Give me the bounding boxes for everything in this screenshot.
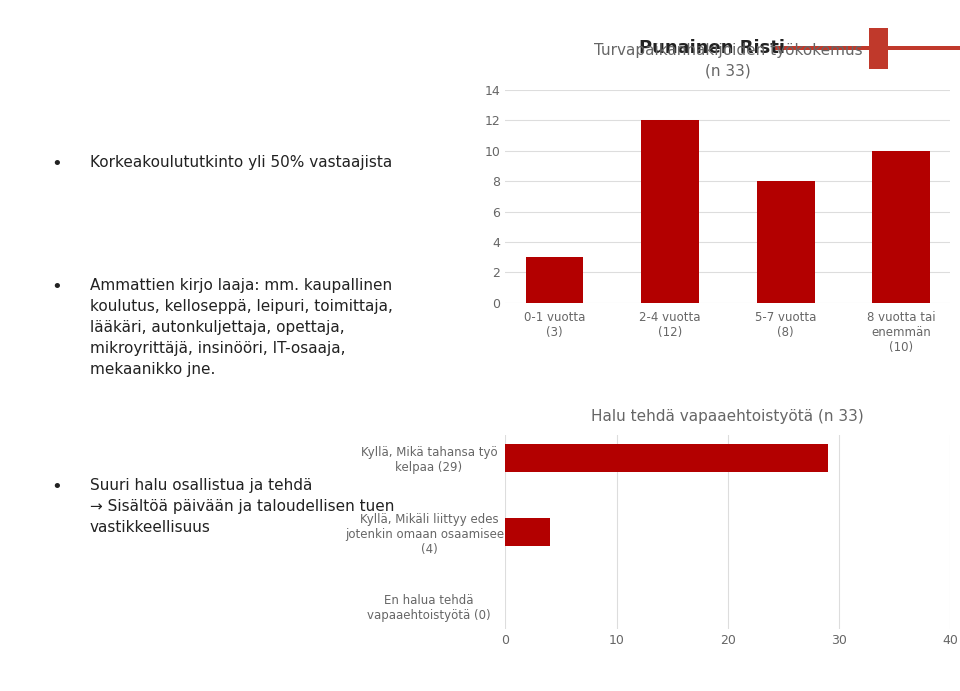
Text: Punainen Risti: Punainen Risti [639, 39, 785, 57]
Title: Halu tehdä vapaaehtoistyötä (n 33): Halu tehdä vapaaehtoistyötä (n 33) [591, 409, 864, 424]
Bar [525, 257, 584, 303]
Text: Suuri halu osallistua ja tehdä
→ Sisältöä päivään ja taloudellisen tuen
vastikke: Suuri halu osallistua ja tehdä → Sisältö… [89, 478, 394, 535]
Text: •: • [52, 278, 62, 296]
Text: Korkeakoulututkinto yli 50% vastaajista: Korkeakoulututkinto yli 50% vastaajista [89, 155, 392, 169]
Text: •: • [52, 478, 62, 496]
Bar [775, 46, 960, 50]
Text: Ammattien kirjo laaja: mm. kaupallinen
koulutus, kelloseppä, leipuri, toimittaja: Ammattien kirjo laaja: mm. kaupallinen k… [89, 278, 393, 377]
Bar [505, 444, 828, 472]
Bar [756, 181, 814, 303]
Bar [873, 151, 930, 303]
Title: Turvapaikanhakijoiden työkokemus
(n 33): Turvapaikanhakijoiden työkokemus (n 33) [593, 43, 862, 79]
Text: •: • [52, 155, 62, 173]
Bar [869, 28, 888, 69]
Bar [505, 518, 550, 546]
Bar [641, 120, 699, 303]
